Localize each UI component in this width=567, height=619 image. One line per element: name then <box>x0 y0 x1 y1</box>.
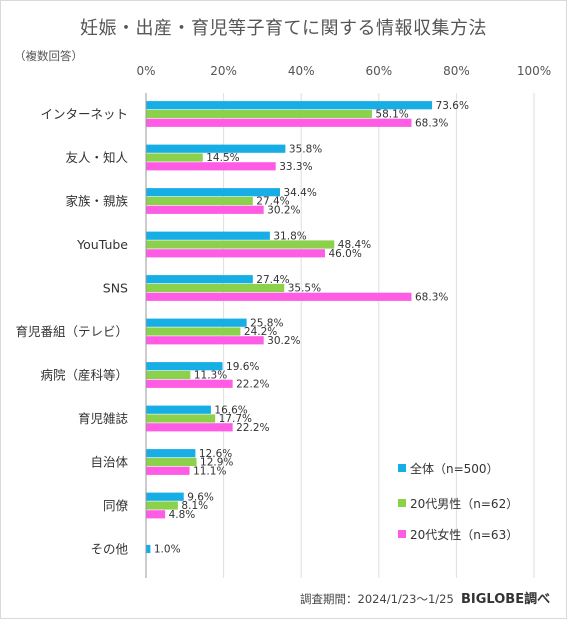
bar-female-20s <box>146 466 190 475</box>
bar-female-20s <box>146 423 233 432</box>
category-label: 同僚 <box>103 498 129 513</box>
data-label: 35.8% <box>289 143 322 155</box>
bar-male-20s <box>146 196 253 206</box>
bar-male-20s <box>146 109 372 119</box>
data-label: 33.3% <box>279 161 312 173</box>
data-label: 27.4% <box>256 196 289 208</box>
bar-female-20s <box>146 162 276 171</box>
category-label: 家族・親族 <box>65 194 128 209</box>
x-tick-label: 60% <box>365 64 392 78</box>
data-label: 30.2% <box>267 204 300 216</box>
data-label: 17.7% <box>219 413 252 425</box>
data-label: 73.6% <box>436 100 469 112</box>
chart-title: 妊娠・出産・育児等子育てに関する情報収集方法 <box>80 18 487 39</box>
data-label: 8.1% <box>181 500 208 512</box>
data-label: 1.0% <box>154 544 181 556</box>
multiple-answer-note: （複数回答） <box>14 49 83 63</box>
bar-male-20s <box>146 414 216 423</box>
legend-swatch-female-20s <box>398 530 406 538</box>
data-label: 14.5% <box>206 152 239 164</box>
data-label: 31.8% <box>273 230 306 242</box>
data-label: 25.8% <box>250 317 283 329</box>
category-label: 病院（産科等） <box>40 368 128 383</box>
category-label: SNS <box>103 281 128 296</box>
source-brand: BIGLOBE調べ <box>461 592 551 607</box>
bar-male-20s <box>146 240 335 249</box>
bar-total <box>146 318 247 327</box>
x-tick-label: 80% <box>443 64 470 78</box>
data-label: 9.6% <box>187 491 214 503</box>
data-label: 68.3% <box>415 117 448 129</box>
bar-total <box>146 188 280 197</box>
bar-female-20s <box>146 118 412 127</box>
bar-total <box>146 544 151 554</box>
data-label: 22.2% <box>236 422 269 434</box>
data-label: 19.6% <box>226 361 259 373</box>
bar-female-20s <box>146 292 412 301</box>
legend-label-total: 全体（n=500） <box>410 462 499 476</box>
bar-total <box>146 492 184 501</box>
legend-label-female-20s: 20代女性（n=63） <box>410 528 519 542</box>
category-label: YouTube <box>76 237 128 252</box>
data-label: 24.2% <box>244 326 277 338</box>
bar-female-20s <box>146 379 233 388</box>
bar-female-20s <box>146 205 264 214</box>
legend-swatch-male-20s <box>398 499 406 507</box>
bar-female-20s <box>146 249 325 258</box>
data-label: 12.6% <box>199 448 232 460</box>
bar-male-20s <box>146 457 197 467</box>
survey-period: 調査期間：2024/1/23〜1/25 <box>300 592 454 606</box>
category-label: 自治体 <box>90 455 128 470</box>
bar-male-20s <box>146 327 241 336</box>
bar-total <box>146 144 286 153</box>
data-label: 46.0% <box>328 248 361 260</box>
bar-total <box>146 405 211 414</box>
data-label: 58.1% <box>375 109 408 121</box>
x-tick-label: 40% <box>288 64 315 78</box>
x-tick-label: 0% <box>136 64 155 78</box>
category-label: 育児番組（テレビ） <box>15 324 128 339</box>
data-label: 11.1% <box>193 465 226 477</box>
bar-total <box>146 449 196 458</box>
data-label: 34.4% <box>283 187 316 199</box>
bar-total <box>146 231 270 240</box>
data-label: 35.5% <box>288 283 321 295</box>
data-label: 4.8% <box>169 509 196 521</box>
data-label: 16.6% <box>214 404 247 416</box>
bar-female-20s <box>146 336 264 345</box>
data-label: 12.9% <box>200 457 233 469</box>
bar-total <box>146 362 223 371</box>
x-tick-label: 100% <box>517 64 551 78</box>
data-label: 11.3% <box>194 370 227 382</box>
bar-male-20s <box>146 370 191 380</box>
x-tick-label: 20% <box>210 64 237 78</box>
bar-female-20s <box>146 510 166 519</box>
data-label: 27.4% <box>256 274 289 286</box>
bar-total <box>146 275 253 284</box>
category-label: 友人・知人 <box>65 150 128 165</box>
data-label: 22.2% <box>236 378 269 390</box>
data-label: 48.4% <box>338 239 371 251</box>
bar-male-20s <box>146 501 178 510</box>
data-label: 68.3% <box>415 291 448 303</box>
data-label: 30.2% <box>267 335 300 347</box>
legend-label-male-20s: 20代男性（n=62） <box>410 497 519 511</box>
bar-total <box>146 101 433 110</box>
legend-swatch-total <box>398 464 406 472</box>
category-label: 育児雑誌 <box>78 411 129 426</box>
bar-male-20s <box>146 283 285 293</box>
category-label: その他 <box>90 542 128 557</box>
category-label: インターネット <box>40 107 128 122</box>
bar-male-20s <box>146 153 203 162</box>
